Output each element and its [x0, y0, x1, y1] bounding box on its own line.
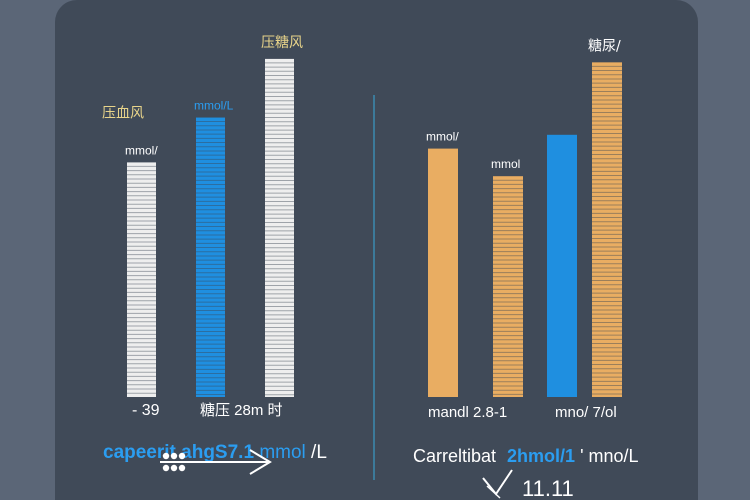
right-caption: Carreltibat 2hmol/1 ' mno/L	[413, 446, 639, 466]
right-bottom-label-1: mandl 2.8-1	[428, 404, 507, 421]
bar-1-2	[547, 134, 577, 398]
left-bottom-label-2: 糖压 28m 时	[200, 402, 283, 419]
bar-label-1-1: mmol	[491, 157, 520, 171]
arrow-right-icon	[160, 449, 272, 475]
right-caption-part3: ' mno/L	[580, 446, 638, 466]
bar-label-0-0: mmol/	[125, 143, 158, 157]
left-chart-bars: mmol/压血风 mmol/L 压糖风	[102, 35, 303, 398]
left-caption-part3: /L	[311, 442, 327, 463]
bar-header-0-2: 压糖风	[261, 35, 303, 51]
bar-stripes-0-0	[127, 165, 156, 394]
bar-0-0	[127, 162, 156, 397]
bar-1-0	[428, 148, 458, 397]
bar-0-2	[265, 58, 294, 398]
check-icon	[482, 469, 513, 499]
bar-header-0-0: 压血风	[102, 105, 144, 121]
chart-panel	[55, 0, 698, 500]
bar-1-1	[493, 176, 523, 397]
bar-stripes-0-2	[265, 62, 294, 396]
bar-header-1-3: 糖尿/	[588, 38, 621, 54]
right-caption-part1: Carreltibat	[413, 446, 496, 466]
bar-1-3	[592, 62, 622, 397]
bar-label-1-0: mmol/	[426, 130, 459, 144]
left-bottom-label-1: - 39	[132, 402, 160, 419]
right-bottom-label-2: mno/ 7/ol	[555, 404, 617, 421]
left-caption-part2: mmol	[259, 442, 305, 463]
bar-label-0-1: mmol/L	[194, 99, 234, 113]
right-footer-value: 11.11	[522, 476, 574, 500]
bar-0-1	[196, 117, 225, 398]
bar-stripes-1-3	[592, 65, 622, 395]
right-caption-part2: 2hmol/1	[507, 446, 575, 466]
left-caption: capeerit ahgS7.1 mmol /L	[103, 442, 327, 463]
left-caption-part1: capeerit ahgS7.1	[103, 442, 254, 463]
bar-stripes-0-1	[196, 121, 225, 396]
bar-stripes-1-1	[493, 179, 523, 395]
right-chart-bars: mmol/mmol 糖尿/	[426, 38, 622, 398]
